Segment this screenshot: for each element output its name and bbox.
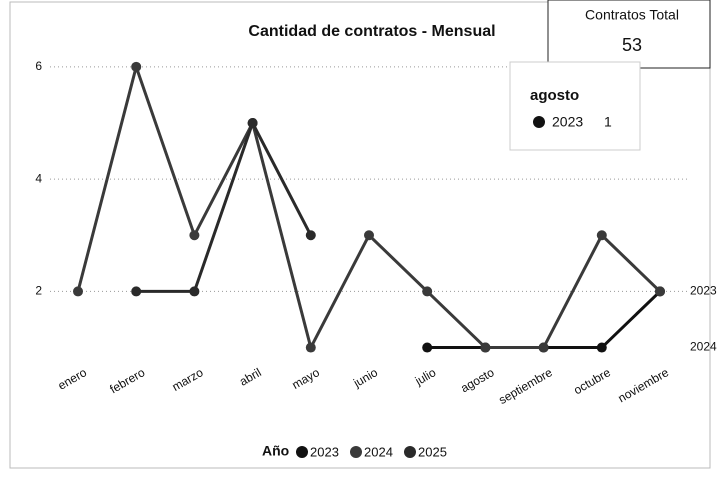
data-point xyxy=(247,117,258,128)
tooltip-dot xyxy=(533,116,545,128)
series-line xyxy=(136,119,313,293)
legend-label: 2023 xyxy=(310,444,339,459)
legend-title: Año xyxy=(262,443,289,459)
legend-marker xyxy=(296,446,308,458)
legend-label: 2025 xyxy=(418,444,447,459)
data-point xyxy=(596,342,607,353)
card-value: 53 xyxy=(622,35,642,55)
data-point xyxy=(189,286,200,297)
data-point xyxy=(131,61,142,72)
end-label: 2024 xyxy=(690,340,717,354)
tooltip-value: 1 xyxy=(604,114,612,130)
card-title: Contratos Total xyxy=(585,7,679,23)
legend-marker xyxy=(350,446,362,458)
end-label: 2023 xyxy=(690,284,717,298)
data-point xyxy=(596,230,607,241)
data-point xyxy=(73,286,83,297)
tooltip-title: agosto xyxy=(530,87,579,104)
legend-marker xyxy=(404,446,416,458)
y-tick-label: 4 xyxy=(35,171,42,185)
data-point xyxy=(305,230,316,241)
data-point xyxy=(131,286,142,297)
data-point xyxy=(422,286,433,297)
data-point xyxy=(480,342,491,353)
data-point xyxy=(364,230,374,241)
legend-label: 2024 xyxy=(364,444,393,459)
tooltip-series: 2023 xyxy=(552,114,583,130)
data-point xyxy=(538,342,549,353)
card: Contratos Total 53 xyxy=(547,0,711,69)
chart-title: Cantidad de contratos - Mensual xyxy=(248,23,495,40)
data-point xyxy=(422,342,433,353)
data-point xyxy=(305,342,316,353)
y-tick-label: 2 xyxy=(35,284,42,298)
tooltip: agosto 2023 1 xyxy=(509,61,641,151)
tooltip-box xyxy=(509,61,641,151)
data-point xyxy=(189,230,200,241)
data-point xyxy=(655,286,665,297)
y-tick-label: 6 xyxy=(35,59,42,73)
